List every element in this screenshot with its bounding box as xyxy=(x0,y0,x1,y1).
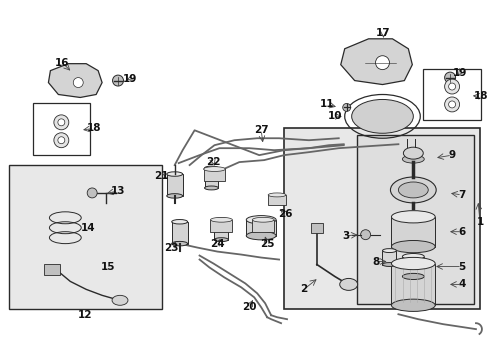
Text: 27: 27 xyxy=(253,125,268,135)
Text: 3: 3 xyxy=(342,231,348,241)
Circle shape xyxy=(447,101,455,108)
Ellipse shape xyxy=(391,257,434,270)
Ellipse shape xyxy=(203,167,225,171)
Ellipse shape xyxy=(204,166,218,170)
Ellipse shape xyxy=(112,295,128,305)
Ellipse shape xyxy=(391,211,434,223)
Circle shape xyxy=(444,72,455,83)
Ellipse shape xyxy=(402,273,424,279)
Text: 13: 13 xyxy=(111,186,125,196)
Ellipse shape xyxy=(214,238,228,242)
Bar xyxy=(32,103,90,155)
Polygon shape xyxy=(340,39,411,85)
Ellipse shape xyxy=(214,218,228,222)
Ellipse shape xyxy=(339,278,357,291)
Bar xyxy=(267,195,285,205)
Ellipse shape xyxy=(398,182,427,198)
Ellipse shape xyxy=(391,240,434,253)
Bar xyxy=(382,251,396,265)
Text: 2: 2 xyxy=(300,284,307,294)
Ellipse shape xyxy=(166,194,183,198)
Text: 7: 7 xyxy=(457,190,465,200)
Bar xyxy=(356,135,473,304)
Ellipse shape xyxy=(166,172,183,176)
Circle shape xyxy=(444,97,459,112)
Text: 9: 9 xyxy=(447,150,455,160)
Ellipse shape xyxy=(171,242,187,246)
Bar xyxy=(252,220,274,232)
Circle shape xyxy=(444,79,459,94)
Text: 19: 19 xyxy=(122,73,137,84)
Ellipse shape xyxy=(382,262,396,266)
Circle shape xyxy=(112,75,123,86)
Bar xyxy=(310,223,322,233)
Ellipse shape xyxy=(402,253,424,260)
Text: 14: 14 xyxy=(81,223,95,233)
Text: 23: 23 xyxy=(164,243,179,253)
Bar xyxy=(284,128,479,309)
Text: 25: 25 xyxy=(260,239,274,249)
Bar xyxy=(246,220,276,236)
Bar xyxy=(391,217,434,247)
Text: 8: 8 xyxy=(371,257,378,266)
Ellipse shape xyxy=(246,231,276,240)
Circle shape xyxy=(54,115,69,130)
Bar xyxy=(402,257,424,276)
Text: 22: 22 xyxy=(206,157,220,167)
Circle shape xyxy=(375,56,388,69)
Circle shape xyxy=(447,83,455,90)
Text: 18: 18 xyxy=(473,91,487,102)
Ellipse shape xyxy=(391,299,434,311)
Text: 18: 18 xyxy=(87,123,101,133)
Circle shape xyxy=(87,188,97,198)
Bar xyxy=(44,264,60,275)
Text: 16: 16 xyxy=(55,58,69,68)
Ellipse shape xyxy=(402,155,424,163)
Circle shape xyxy=(58,119,65,126)
Text: 17: 17 xyxy=(375,28,390,38)
Text: 5: 5 xyxy=(457,261,465,271)
Text: 12: 12 xyxy=(78,310,92,320)
Text: 1: 1 xyxy=(475,217,483,227)
Text: 20: 20 xyxy=(242,302,256,312)
Ellipse shape xyxy=(403,147,423,159)
Bar xyxy=(171,222,187,244)
Bar xyxy=(9,165,162,309)
Circle shape xyxy=(73,78,83,87)
Polygon shape xyxy=(48,64,102,98)
Text: 10: 10 xyxy=(327,111,341,121)
Text: 4: 4 xyxy=(457,279,465,289)
Text: 24: 24 xyxy=(210,239,224,249)
Circle shape xyxy=(58,137,65,144)
Circle shape xyxy=(342,103,350,111)
Bar xyxy=(423,69,480,120)
Ellipse shape xyxy=(171,220,187,224)
Ellipse shape xyxy=(389,177,435,203)
Bar xyxy=(204,168,218,188)
Bar xyxy=(166,174,183,196)
Bar xyxy=(203,169,225,181)
Ellipse shape xyxy=(351,99,412,133)
Text: 26: 26 xyxy=(277,209,292,219)
Bar xyxy=(391,264,434,305)
Ellipse shape xyxy=(267,193,285,197)
Ellipse shape xyxy=(204,186,218,190)
Circle shape xyxy=(360,230,370,240)
Text: 15: 15 xyxy=(101,262,115,273)
Ellipse shape xyxy=(252,217,274,222)
Bar xyxy=(214,220,228,240)
Ellipse shape xyxy=(246,216,276,224)
Ellipse shape xyxy=(382,249,396,253)
Text: 21: 21 xyxy=(154,171,169,181)
Circle shape xyxy=(54,133,69,148)
Ellipse shape xyxy=(210,217,232,222)
Bar xyxy=(210,220,232,232)
Text: 6: 6 xyxy=(457,227,465,237)
Text: 11: 11 xyxy=(319,99,333,109)
Text: 19: 19 xyxy=(452,68,467,78)
